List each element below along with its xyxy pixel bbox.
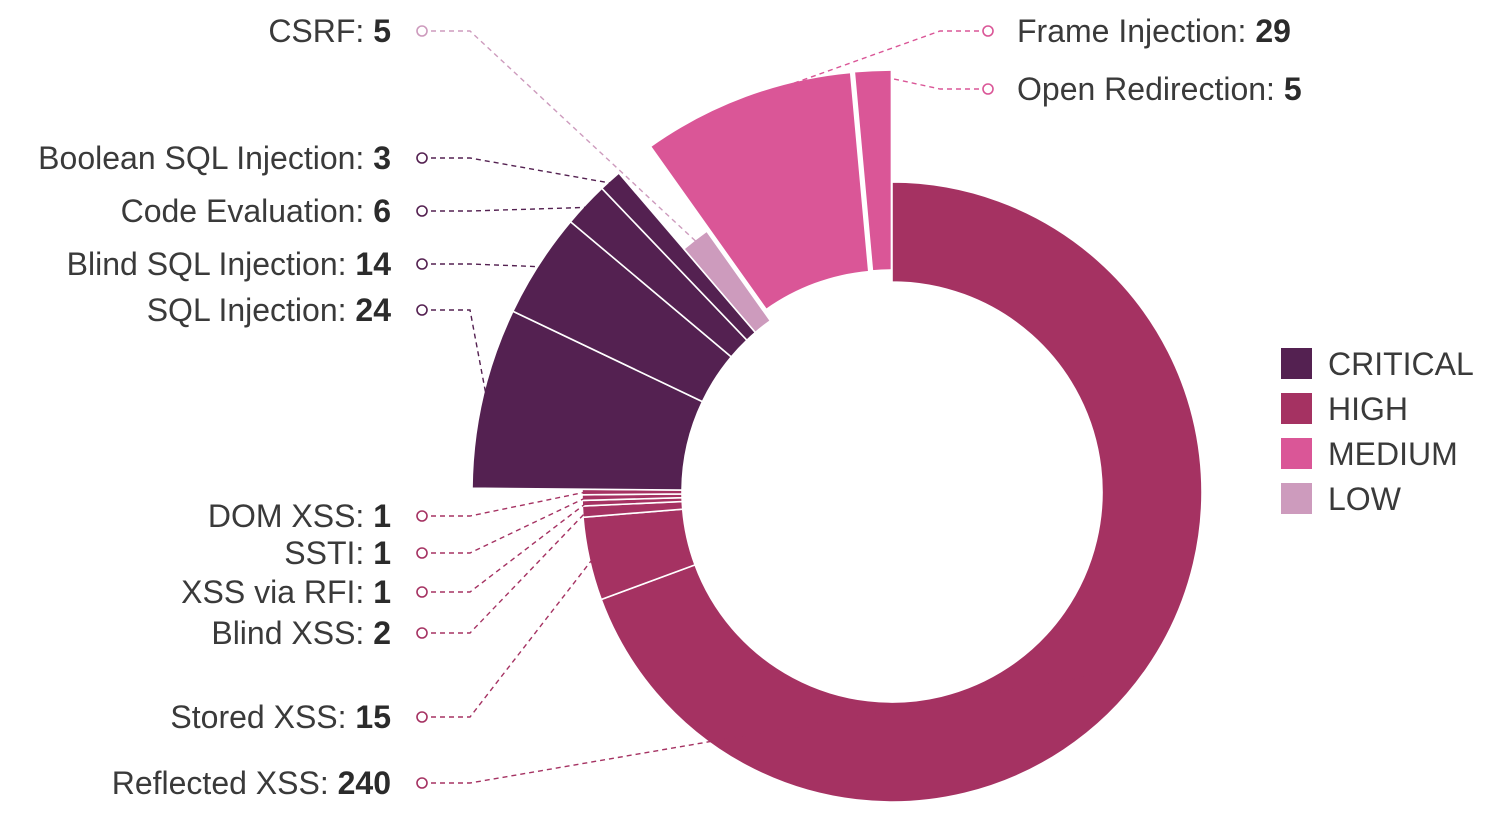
label-value: 5	[373, 13, 391, 49]
slice-csrf[interactable]	[682, 229, 772, 334]
leader-dot-blind-sql-injection	[416, 258, 428, 270]
label-dom-xss: DOM XSS: 1	[208, 498, 391, 534]
legend-label-high: HIGH	[1328, 391, 1408, 427]
leader-dot-stored-xss	[416, 711, 428, 723]
legend-swatch-low	[1281, 483, 1312, 514]
label-name: Reflected XSS:	[112, 765, 338, 801]
legend-label-low: LOW	[1328, 481, 1402, 517]
leader-line-boolean-sql-injection	[422, 157, 614, 185]
label-code-evaluation: Code Evaluation: 6	[121, 193, 391, 229]
label-name: SQL Injection:	[147, 292, 356, 328]
label-frame-injection: Frame Injection: 29	[1017, 13, 1291, 49]
label-value: 3	[373, 140, 391, 176]
label-name: Blind SQL Injection:	[67, 246, 356, 282]
donut-slices	[471, 69, 1203, 803]
legend-swatch-high	[1281, 393, 1312, 424]
label-name: Stored XSS:	[170, 699, 355, 735]
label-value: 5	[1284, 71, 1302, 107]
leader-line-blind-sql-injection	[422, 263, 543, 268]
legend-swatch-medium	[1281, 438, 1312, 469]
leader-dot-reflected-xss	[416, 777, 428, 789]
leader-dot-code-evaluation	[416, 205, 428, 217]
label-value: 1	[373, 535, 391, 571]
slice-reflected-xss[interactable]	[600, 181, 1203, 803]
leader-lines	[416, 25, 1144, 789]
leader-dot-sql-injection	[416, 304, 428, 316]
leader-dot-xss-via-rfi	[416, 586, 428, 598]
leader-dot-blind-xss	[416, 627, 428, 639]
label-open-redirection: Open Redirection: 5	[1017, 71, 1302, 107]
legend: CRITICAL HIGH MEDIUM LOW	[1281, 346, 1474, 517]
label-name: CSRF:	[268, 13, 373, 49]
label-boolean-sql-injection: Boolean SQL Injection: 3	[38, 140, 391, 176]
label-value: 240	[338, 765, 391, 801]
legend-label-critical: CRITICAL	[1328, 346, 1474, 382]
leader-dot-dom-xss	[416, 510, 428, 522]
label-value: 2	[373, 615, 391, 651]
leader-line-dom-xss	[422, 491, 587, 517]
leader-line-sql-injection	[422, 309, 488, 399]
label-value: 1	[373, 574, 391, 610]
label-value: 15	[355, 699, 391, 735]
label-name: Frame Injection:	[1017, 13, 1255, 49]
slice-frame-injection[interactable]	[649, 71, 870, 311]
leader-line-blind-xss	[422, 510, 588, 634]
label-blind-sql-injection: Blind SQL Injection: 14	[67, 246, 392, 282]
label-name: SSTI:	[284, 535, 373, 571]
label-csrf: CSRF: 5	[268, 13, 391, 49]
legend-label-medium: MEDIUM	[1328, 436, 1458, 472]
leader-line-reflected-xss	[422, 666, 1144, 784]
leader-dot-boolean-sql-injection	[416, 152, 428, 164]
label-blind-xss: Blind XSS: 2	[211, 615, 391, 651]
label-name: Blind XSS:	[211, 615, 373, 651]
label-value: 6	[373, 193, 391, 229]
label-reflected-xss: Reflected XSS: 240	[112, 765, 391, 801]
label-name: Open Redirection:	[1017, 71, 1284, 107]
leader-line-xss-via-rfi	[422, 502, 587, 593]
label-ssti: SSTI: 1	[284, 535, 391, 571]
label-name: XSS via RFI:	[181, 574, 373, 610]
leader-line-ssti	[422, 496, 587, 554]
slice-open-redirection[interactable]	[853, 69, 893, 272]
leader-dot-ssti	[416, 547, 428, 559]
label-value: 14	[355, 246, 391, 282]
label-name: Boolean SQL Injection:	[38, 140, 373, 176]
legend-swatch-critical	[1281, 348, 1312, 379]
label-value: 24	[355, 292, 391, 328]
label-value: 29	[1255, 13, 1291, 49]
leader-line-code-evaluation	[422, 206, 589, 212]
label-name: Code Evaluation:	[121, 193, 374, 229]
label-stored-xss: Stored XSS: 15	[170, 699, 391, 735]
label-name: DOM XSS:	[208, 498, 373, 534]
label-xss-via-rfi: XSS via RFI: 1	[181, 574, 391, 610]
label-sql-injection: SQL Injection: 24	[147, 292, 392, 328]
leader-dot-csrf	[416, 25, 428, 37]
leader-line-csrf	[422, 30, 699, 244]
leader-dot-frame-injection	[982, 25, 994, 37]
leader-dot-open-redirection	[982, 83, 994, 95]
leader-line-open-redirection	[872, 73, 988, 90]
leader-line-frame-injection	[746, 30, 988, 101]
label-value: 1	[373, 498, 391, 534]
leader-line-stored-xss	[422, 557, 594, 718]
